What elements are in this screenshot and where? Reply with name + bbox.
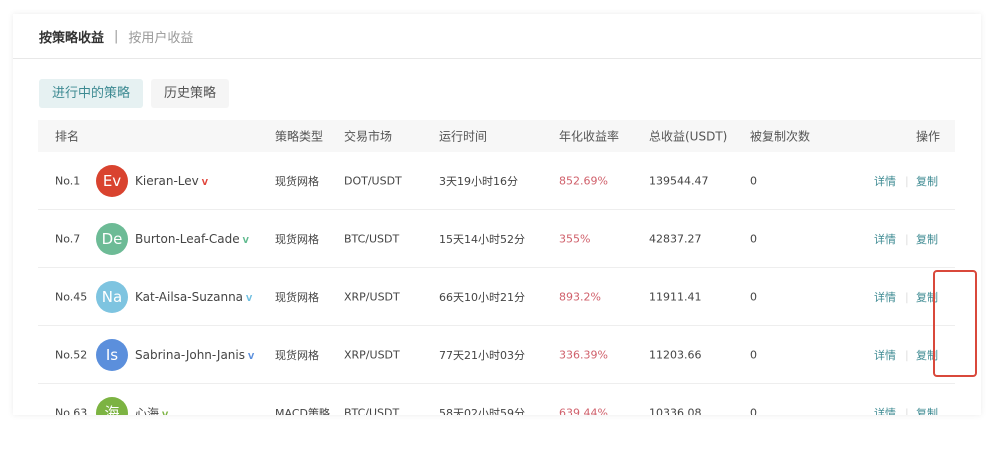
- table-header: 排名 策略类型 交易市场 运行时间 年化收益率 总收益(USDT) 被复制次数 …: [38, 120, 955, 152]
- col-rank: 排名: [55, 129, 80, 144]
- user-name-text: 心海: [135, 406, 160, 415]
- copy-link[interactable]: 复制: [916, 174, 938, 188]
- action-divider: |: [905, 406, 909, 415]
- runtime: 58天02小时59分: [439, 406, 525, 416]
- divider: |: [114, 28, 119, 44]
- market: BTC/USDT: [344, 232, 400, 245]
- strategy-type: MACD策略: [275, 406, 330, 416]
- annual-rate: 355%: [559, 232, 591, 245]
- detail-link[interactable]: 详情: [874, 290, 896, 304]
- vip-badge-icon: V: [201, 177, 208, 187]
- total-profit: 10336.08: [649, 406, 702, 415]
- strategy-type: 现货网格: [275, 232, 319, 246]
- tab-by-user[interactable]: 按用户收益: [128, 30, 194, 46]
- total-profit: 11203.66: [649, 348, 702, 361]
- detail-link[interactable]: 详情: [874, 348, 896, 362]
- detail-link[interactable]: 详情: [874, 406, 896, 416]
- col-runtime: 运行时间: [439, 129, 488, 144]
- strategy-type: 现货网格: [275, 290, 319, 304]
- view-switch: 按策略收益 | 按用户收益: [13, 14, 981, 59]
- table-row: No.52 Is Sabrina-John-Janis V 现货网格 XRP/US…: [38, 326, 955, 384]
- market: DOT/USDT: [344, 174, 402, 187]
- total-profit: 42837.27: [649, 232, 702, 245]
- rank: No.52: [55, 348, 88, 361]
- user-name-text: Sabrina-John-Janis: [135, 347, 245, 362]
- strategy-type: 现货网格: [275, 174, 319, 188]
- runtime: 3天19小时16分: [439, 174, 518, 188]
- col-type: 策略类型: [275, 129, 324, 144]
- runtime: 77天21小时03分: [439, 348, 525, 362]
- copied-count: 0: [750, 290, 757, 303]
- action-divider: |: [905, 348, 909, 361]
- tab-by-strategy[interactable]: 按策略收益: [39, 30, 105, 46]
- table-row: No.1 Ev Kieran-Lev V 现货网格 DOT/USDT 3天19小时…: [38, 152, 955, 210]
- action-divider: |: [905, 232, 909, 245]
- copied-count: 0: [750, 174, 757, 187]
- action-divider: |: [905, 174, 909, 187]
- user-name[interactable]: 心海 V: [135, 404, 168, 415]
- market: XRP/USDT: [344, 290, 400, 303]
- table-row: No.7 De Burton-Leaf-Cade V 现货网格 BTC/USDT …: [38, 210, 955, 268]
- col-market: 交易市场: [344, 129, 393, 144]
- annual-rate: 852.69%: [559, 174, 608, 187]
- avatar: De: [96, 222, 128, 255]
- strategy-table: 排名 策略类型 交易市场 运行时间 年化收益率 总收益(USDT) 被复制次数 …: [38, 120, 977, 415]
- vip-badge-icon: V: [246, 293, 253, 303]
- total-profit: 11911.41: [649, 290, 702, 303]
- avatar: Ev: [96, 164, 128, 197]
- table-row: No.63 海 心海 V MACD策略 BTC/USDT 58天02小时59分 6…: [38, 384, 955, 415]
- user-name[interactable]: Burton-Leaf-Cade V: [135, 232, 249, 246]
- avatar: 海: [96, 396, 128, 415]
- vip-badge-icon: V: [248, 351, 255, 361]
- vip-badge-icon: V: [162, 410, 169, 415]
- runtime: 15天14小时52分: [439, 232, 525, 246]
- user-name-text: Kat-Ailsa-Suzanna: [135, 289, 244, 304]
- avatar: Is: [96, 338, 128, 371]
- copied-count: 0: [750, 232, 757, 245]
- annual-rate: 893.2%: [559, 290, 601, 303]
- avatar: Na: [96, 280, 128, 313]
- detail-link[interactable]: 详情: [874, 232, 896, 246]
- user-name[interactable]: Kieran-Lev V: [135, 174, 208, 188]
- user-name[interactable]: Sabrina-John-Janis V: [135, 348, 254, 362]
- col-actions: 操作: [916, 129, 941, 144]
- rank: No.63: [55, 406, 88, 415]
- table-row: No.45 Na Kat-Ailsa-Suzanna V 现货网格 XRP/USD…: [38, 268, 955, 326]
- annual-rate: 336.39%: [559, 348, 608, 361]
- copy-link[interactable]: 复制: [916, 348, 938, 362]
- rank: No.1: [55, 174, 81, 187]
- action-divider: |: [905, 290, 909, 303]
- user-name-text: Burton-Leaf-Cade: [135, 231, 240, 246]
- tab-running-strategies[interactable]: 进行中的策略: [39, 79, 144, 108]
- runtime: 66天10小时21分: [439, 290, 525, 304]
- user-name-text: Kieran-Lev: [135, 173, 199, 188]
- copied-count: 0: [750, 406, 757, 415]
- total-profit: 139544.47: [649, 174, 709, 187]
- col-annual-rate: 年化收益率: [559, 129, 620, 144]
- annual-rate: 639.44%: [559, 406, 608, 415]
- copied-count: 0: [750, 348, 757, 361]
- detail-link[interactable]: 详情: [874, 174, 896, 188]
- rank: No.45: [55, 290, 88, 303]
- market: XRP/USDT: [344, 348, 400, 361]
- rank: No.7: [55, 232, 81, 245]
- col-total-profit: 总收益(USDT): [649, 129, 728, 144]
- strategy-type: 现货网格: [275, 348, 319, 362]
- market: BTC/USDT: [344, 406, 400, 415]
- user-name[interactable]: Kat-Ailsa-Suzanna V: [135, 290, 252, 304]
- tab-history-strategies[interactable]: 历史策略: [151, 79, 230, 108]
- copy-link[interactable]: 复制: [916, 290, 938, 304]
- col-copied-count: 被复制次数: [750, 129, 811, 144]
- leaderboard-card: 按策略收益 | 按用户收益 进行中的策略 历史策略 排名 策略类型 交易市场 运…: [13, 14, 981, 415]
- vip-badge-icon: V: [242, 235, 249, 245]
- highlight-box: [933, 270, 977, 377]
- copy-link[interactable]: 复制: [916, 406, 938, 416]
- copy-link[interactable]: 复制: [916, 232, 938, 246]
